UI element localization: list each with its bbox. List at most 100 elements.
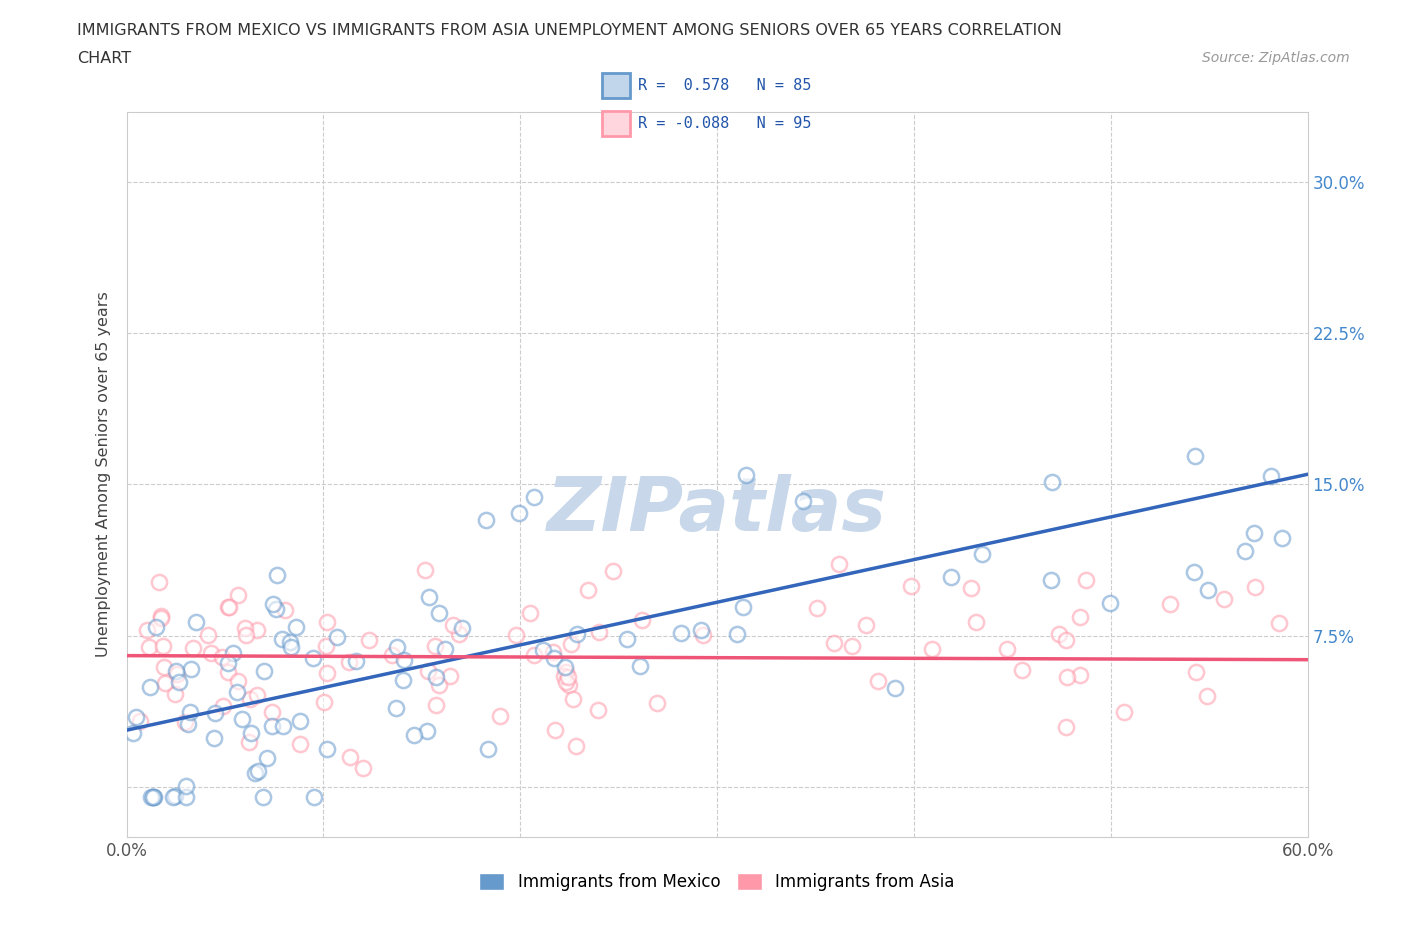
- Point: [225, 684, 247, 699]
- Point: [271, 718, 294, 733]
- Point: [176, 790, 198, 804]
- Point: [266, 602, 288, 617]
- Point: [690, 623, 713, 638]
- Point: [262, 719, 284, 734]
- Legend: Immigrants from Mexico, Immigrants from Asia: Immigrants from Mexico, Immigrants from …: [472, 866, 962, 897]
- Point: [734, 468, 756, 483]
- Point: [359, 632, 381, 647]
- Point: [125, 710, 148, 724]
- Point: [562, 691, 585, 706]
- Point: [1197, 582, 1219, 597]
- Point: [449, 627, 471, 642]
- Point: [139, 790, 162, 804]
- Point: [142, 790, 165, 804]
- Point: [725, 627, 748, 642]
- Point: [565, 626, 588, 641]
- Point: [554, 659, 576, 674]
- Point: [555, 674, 578, 689]
- Point: [921, 642, 943, 657]
- Point: [138, 639, 160, 654]
- Point: [413, 563, 436, 578]
- Point: [628, 658, 651, 673]
- Point: [239, 691, 262, 706]
- Point: [1047, 627, 1070, 642]
- Point: [553, 669, 575, 684]
- Point: [531, 643, 554, 658]
- Point: [441, 618, 464, 632]
- Point: [564, 738, 586, 753]
- Point: [731, 600, 754, 615]
- Point: [217, 665, 239, 680]
- Point: [425, 698, 447, 712]
- Point: [315, 639, 337, 654]
- Point: [217, 600, 239, 615]
- Point: [558, 678, 581, 693]
- Point: [153, 675, 176, 690]
- Point: [959, 580, 981, 595]
- Point: [204, 730, 226, 745]
- Point: [385, 640, 408, 655]
- Point: [1185, 664, 1208, 679]
- Point: [197, 628, 219, 643]
- Point: [163, 687, 186, 702]
- Point: [325, 630, 347, 644]
- Point: [900, 578, 922, 593]
- Point: [1243, 525, 1265, 540]
- Point: [271, 631, 294, 646]
- Point: [211, 650, 233, 665]
- Point: [173, 715, 195, 730]
- Point: [280, 640, 302, 655]
- Point: [1040, 474, 1063, 489]
- Point: [167, 674, 190, 689]
- Point: [427, 606, 450, 621]
- Point: [226, 588, 249, 603]
- Point: [284, 620, 307, 635]
- Point: [162, 790, 184, 804]
- Point: [316, 741, 339, 756]
- FancyBboxPatch shape: [602, 111, 630, 137]
- Point: [543, 650, 565, 665]
- Point: [135, 622, 157, 637]
- Point: [1184, 448, 1206, 463]
- FancyBboxPatch shape: [602, 73, 630, 99]
- Point: [391, 672, 413, 687]
- Point: [385, 701, 408, 716]
- Point: [180, 661, 202, 676]
- Point: [163, 788, 186, 803]
- Point: [1069, 667, 1091, 682]
- Point: [344, 654, 367, 669]
- Point: [339, 750, 361, 764]
- Point: [129, 713, 152, 728]
- Point: [253, 664, 276, 679]
- Point: [217, 656, 239, 671]
- Point: [243, 766, 266, 781]
- Point: [231, 711, 253, 726]
- Point: [316, 665, 339, 680]
- Text: Source: ZipAtlas.com: Source: ZipAtlas.com: [1202, 51, 1350, 65]
- Point: [576, 582, 599, 597]
- Point: [588, 625, 610, 640]
- Point: [475, 513, 498, 528]
- Point: [141, 790, 163, 804]
- Point: [1054, 720, 1077, 735]
- Point: [274, 603, 297, 618]
- Point: [1039, 572, 1062, 587]
- Point: [1069, 609, 1091, 624]
- Point: [1271, 530, 1294, 545]
- Point: [939, 569, 962, 584]
- Point: [868, 673, 890, 688]
- Point: [855, 618, 877, 632]
- Point: [1268, 616, 1291, 631]
- Point: [841, 639, 863, 654]
- Point: [544, 723, 567, 737]
- Point: [489, 709, 512, 724]
- Point: [122, 725, 145, 740]
- Point: [806, 601, 828, 616]
- Point: [145, 619, 167, 634]
- Point: [423, 639, 446, 654]
- Point: [970, 547, 993, 562]
- Point: [427, 678, 450, 693]
- Y-axis label: Unemployment Among Seniors over 65 years: Unemployment Among Seniors over 65 years: [96, 291, 111, 658]
- Point: [148, 575, 170, 590]
- Point: [204, 706, 226, 721]
